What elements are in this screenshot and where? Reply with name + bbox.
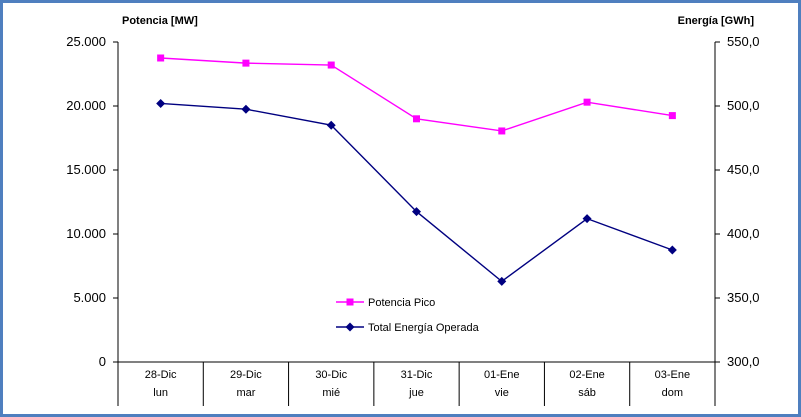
data-point-potencia-pico: [157, 54, 165, 62]
legend-label-total-energ-a-operada: Total Energía Operada: [368, 322, 480, 334]
y-left-tick-label: 0: [99, 354, 106, 369]
x-tick-label-date: 28-Dic: [145, 369, 177, 381]
y-left-tick-label: 20.000: [66, 98, 106, 113]
y-left-tick-label: 25.000: [66, 34, 106, 49]
data-point-potencia-pico: [498, 127, 506, 135]
legend-label-potencia-pico: Potencia Pico: [368, 297, 435, 309]
y-left-tick-label: 5.000: [73, 290, 106, 305]
data-point-total-energ-a-operada: [412, 207, 421, 217]
x-tick-label-day: vie: [495, 387, 509, 399]
x-tick-label-day: lun: [153, 387, 168, 399]
x-tick-label-date: 01-Ene: [484, 369, 519, 381]
data-point-total-energ-a-operada: [667, 245, 677, 255]
data-point-potencia-pico: [668, 112, 676, 120]
x-tick-label-date: 30-Dic: [315, 369, 347, 381]
x-tick-label-day: mar: [236, 387, 255, 399]
data-point-potencia-pico: [327, 61, 335, 69]
y-left-tick-label: 15.000: [66, 162, 106, 177]
data-point-total-energ-a-operada: [241, 104, 251, 114]
y-right-tick-label: 500,0: [727, 98, 760, 113]
legend-marker-potencia-pico: [346, 298, 354, 306]
y-left-tick-label: 10.000: [66, 226, 106, 241]
y-axis-left-label: Potencia [MW]: [122, 15, 198, 27]
x-tick-label-date: 29-Dic: [230, 369, 262, 381]
y-right-tick-label: 550,0: [727, 34, 760, 49]
y-axis-right-label: Energía [GWh]: [678, 15, 755, 27]
data-point-total-energ-a-operada: [582, 214, 592, 224]
y-right-tick-label: 450,0: [727, 162, 760, 177]
data-point-total-energ-a-operada: [156, 98, 166, 108]
x-tick-label-date: 03-Ene: [655, 369, 690, 381]
x-tick-label-day: sáb: [578, 387, 596, 399]
y-right-tick-label: 300,0: [727, 354, 760, 369]
data-point-potencia-pico: [583, 98, 591, 106]
data-point-total-energ-a-operada: [326, 120, 336, 130]
x-tick-label-day: jue: [408, 387, 424, 399]
data-point-total-energ-a-operada: [497, 276, 507, 286]
x-tick-label-day: dom: [662, 387, 683, 399]
x-tick-label-day: mié: [322, 387, 340, 399]
series-line-total-energ-a-operada: [160, 102, 673, 283]
legend-marker-total-energ-a-operada: [345, 322, 355, 332]
x-tick-label-date: 31-Dic: [401, 369, 433, 381]
x-tick-label-date: 02-Ene: [569, 369, 604, 381]
data-point-potencia-pico: [242, 59, 250, 67]
y-right-tick-label: 400,0: [727, 226, 760, 241]
y-right-tick-label: 350,0: [727, 290, 760, 305]
data-point-potencia-pico: [413, 115, 420, 123]
